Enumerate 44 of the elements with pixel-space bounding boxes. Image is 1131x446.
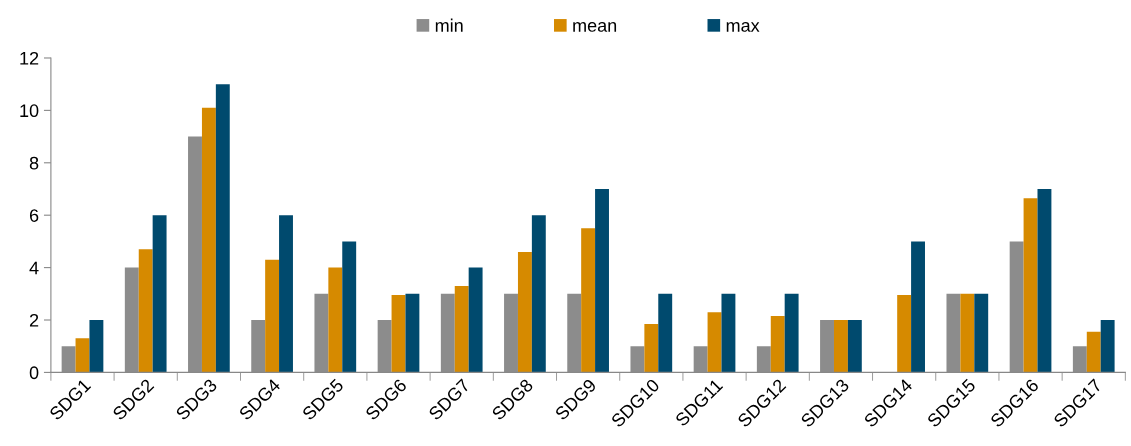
bar	[911, 241, 925, 373]
y-tick-label: 10	[20, 104, 39, 118]
bar	[658, 293, 673, 373]
y-tick-label: 0	[29, 366, 39, 380]
bar	[1023, 198, 1038, 373]
bar	[1086, 331, 1101, 373]
bar	[833, 320, 848, 373]
y-tick-label: 12	[20, 51, 39, 65]
bar	[75, 338, 90, 373]
bar	[531, 215, 546, 373]
bar	[265, 259, 280, 373]
bar	[784, 293, 799, 373]
bar	[517, 251, 532, 373]
bar	[1037, 188, 1052, 373]
bar	[897, 295, 912, 373]
bar	[1100, 320, 1115, 373]
y-tick-label: 4	[29, 261, 39, 275]
bar	[89, 320, 104, 373]
y-tick-label: 6	[29, 209, 39, 222]
bar	[847, 320, 862, 373]
bar	[405, 293, 420, 373]
bar	[581, 228, 596, 373]
bar	[960, 293, 975, 373]
bar	[468, 267, 483, 373]
bar	[328, 267, 343, 373]
bar	[201, 107, 216, 373]
bar	[391, 295, 406, 373]
bar	[721, 293, 736, 373]
bar	[707, 312, 722, 373]
y-tick-label: 8	[29, 156, 39, 170]
bar	[215, 84, 230, 373]
bar	[342, 241, 357, 373]
y-tick-label: 2	[29, 313, 39, 327]
bar	[770, 316, 785, 373]
bar	[454, 285, 469, 373]
legend-label: min	[435, 18, 463, 32]
legend-label: max	[726, 21, 760, 32]
bar	[152, 215, 167, 373]
bar	[974, 293, 989, 373]
bar	[595, 188, 609, 373]
legend-label: mean	[573, 21, 617, 32]
bar	[138, 249, 153, 373]
bar	[644, 323, 659, 373]
bar	[279, 215, 293, 373]
